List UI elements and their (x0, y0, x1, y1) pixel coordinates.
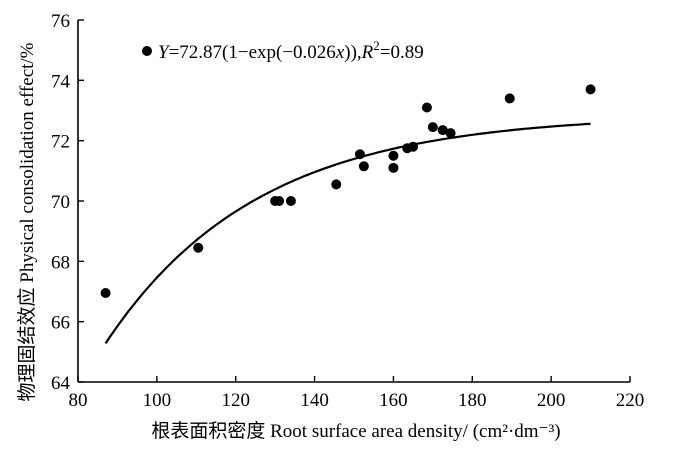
data-point (193, 242, 204, 253)
data-point (427, 122, 438, 133)
eq-r-symbol: R (361, 42, 374, 63)
y-tick-label: 72 (51, 132, 70, 153)
y-tick-label: 70 (51, 192, 70, 213)
eq-y-symbol: Y (158, 42, 171, 63)
x-tick-label: 180 (458, 390, 487, 411)
y-tick-label: 76 (51, 11, 70, 32)
data-point (388, 150, 399, 161)
y-tick-label: 64 (51, 373, 71, 394)
ticks: 80 100 120 140 160 180 200 220 64 66 68 70 72 74 76 (51, 11, 644, 411)
eq-body: =72.87(1−exp(−0.026 (169, 42, 336, 63)
data-point (331, 179, 342, 190)
data-point (285, 196, 296, 206)
x-tick-label: 160 (379, 390, 408, 411)
y-tick-label: 74 (51, 71, 71, 92)
eq-close: )), (344, 42, 361, 63)
data-point (358, 161, 369, 172)
x-tick-label: 80 (69, 390, 88, 411)
data-point (388, 162, 399, 173)
x-tick-label: 120 (221, 390, 250, 411)
data-point (100, 288, 111, 299)
eq-r-value: =0.89 (380, 42, 424, 63)
data-points (100, 84, 596, 299)
x-tick-label: 220 (616, 390, 645, 411)
eq-x-symbol: x (335, 42, 345, 63)
data-point (504, 93, 515, 104)
data-point (354, 149, 365, 160)
legend-marker (142, 46, 152, 56)
y-axis-title: 物理固结效应 Physical consolidation effect/% (16, 42, 38, 401)
data-point (421, 102, 432, 113)
axes (77, 20, 630, 383)
x-axis-title: 根表面积密度 Root surface area density/ (cm²·d… (151, 420, 560, 442)
x-tick-label: 140 (300, 390, 329, 411)
data-point (585, 84, 596, 95)
x-tick-label: 200 (537, 390, 566, 411)
data-point (445, 128, 456, 139)
y-tick-label: 66 (51, 313, 70, 334)
data-point (274, 196, 285, 206)
y-tick-label: 68 (51, 252, 70, 273)
eq-r-exponent: 2 (373, 38, 380, 53)
data-point (408, 141, 419, 152)
fit-curve (104, 122, 591, 345)
legend: Y=72.87(1−exp(−0.026x)),R2=0.89 (142, 38, 424, 63)
legend-equation: Y=72.87(1−exp(−0.026x)),R2=0.89 (158, 38, 424, 63)
x-tick-label: 100 (143, 390, 172, 411)
data-point (437, 125, 448, 136)
